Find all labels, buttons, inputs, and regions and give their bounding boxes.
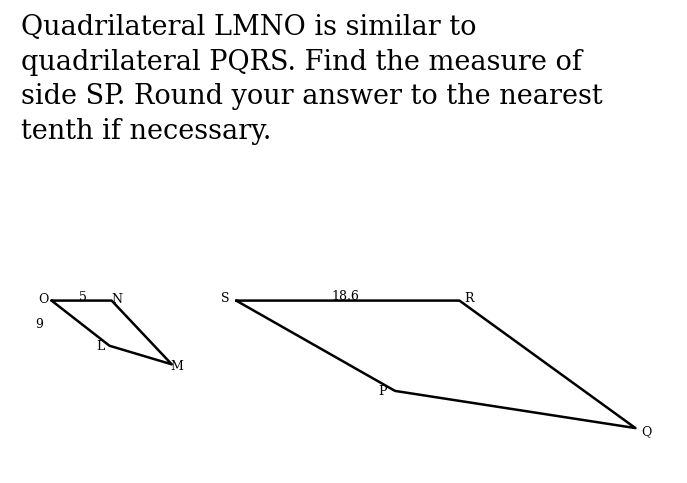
- Text: P: P: [379, 385, 387, 398]
- Text: 9: 9: [36, 318, 43, 331]
- Text: 5: 5: [78, 291, 87, 304]
- Text: 18.6: 18.6: [332, 290, 359, 303]
- Text: Quadrilateral LMNO is similar to
quadrilateral PQRS. Find the measure of
side SP: Quadrilateral LMNO is similar to quadril…: [21, 14, 602, 144]
- Text: O: O: [38, 293, 49, 306]
- Text: N: N: [111, 293, 122, 306]
- Text: L: L: [97, 340, 105, 353]
- Text: R: R: [464, 292, 473, 305]
- Text: S: S: [221, 292, 229, 305]
- Text: Q: Q: [641, 425, 651, 438]
- Text: M: M: [170, 360, 183, 373]
